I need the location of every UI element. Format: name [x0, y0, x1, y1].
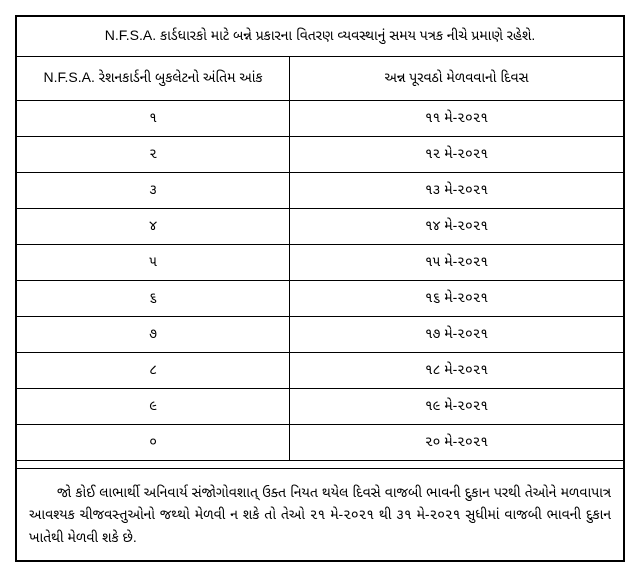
table-row: ૫ ૧૫ મે-૨૦૨૧ — [16, 245, 624, 281]
table-row: ૯ ૧૯ મે-૨૦૨૧ — [16, 389, 624, 425]
digit-cell: ૭ — [16, 317, 290, 353]
table-row: ૭ ૧૭ મે-૨૦૨૧ — [16, 317, 624, 353]
digit-cell: ૩ — [16, 173, 290, 209]
spacer-cell — [16, 461, 624, 469]
footer-row: જો કોઈ લાભાર્થી અનિવાર્ય સંજોગોવશાત્ ઉક્… — [16, 469, 624, 562]
digit-cell: ૧ — [16, 101, 290, 137]
document-title: N.F.S.A. કાર્ડધારકો માટે બન્ને પ્રકારના … — [16, 16, 624, 57]
date-cell: ૧૨ મે-૨૦૨૧ — [290, 137, 624, 173]
column-header-date: અન્ન પૂરવઠો મેળવવાનો દિવસ — [290, 57, 624, 101]
date-cell: ૧૧ મે-૨૦૨૧ — [290, 101, 624, 137]
table-row: ૪ ૧૪ મે-૨૦૨૧ — [16, 209, 624, 245]
date-cell: ૧૮ મે-૨૦૨૧ — [290, 353, 624, 389]
footer-note: જો કોઈ લાભાર્થી અનિવાર્ય સંજોગોવશાત્ ઉક્… — [16, 469, 624, 562]
table-row: ૨ ૧૨ મે-૨૦૨૧ — [16, 137, 624, 173]
digit-cell: ૯ — [16, 389, 290, 425]
digit-cell: ૫ — [16, 245, 290, 281]
digit-cell: ૬ — [16, 281, 290, 317]
spacer-row — [16, 461, 624, 469]
date-cell: ૧૫ મે-૨૦૨૧ — [290, 245, 624, 281]
table-row: ૮ ૧૮ મે-૨૦૨૧ — [16, 353, 624, 389]
table-row: ૧ ૧૧ મે-૨૦૨૧ — [16, 101, 624, 137]
nfsa-schedule-table: N.F.S.A. કાર્ડધારકો માટે બન્ને પ્રકારના … — [15, 15, 625, 562]
date-cell: ૧૯ મે-૨૦૨૧ — [290, 389, 624, 425]
digit-cell: ૮ — [16, 353, 290, 389]
date-cell: ૨૦ મે-૨૦૨૧ — [290, 425, 624, 461]
title-row: N.F.S.A. કાર્ડધારકો માટે બન્ને પ્રકારના … — [16, 16, 624, 57]
table-row: ૦ ૨૦ મે-૨૦૨૧ — [16, 425, 624, 461]
table-row: ૩ ૧૩ મે-૨૦૨૧ — [16, 173, 624, 209]
table-row: ૬ ૧૬ મે-૨૦૨૧ — [16, 281, 624, 317]
digit-cell: ૦ — [16, 425, 290, 461]
date-cell: ૧૩ મે-૨૦૨૧ — [290, 173, 624, 209]
digit-cell: ૪ — [16, 209, 290, 245]
date-cell: ૧૭ મે-૨૦૨૧ — [290, 317, 624, 353]
date-cell: ૧૪ મે-૨૦૨૧ — [290, 209, 624, 245]
header-row: N.F.S.A. રેશનકાર્ડની બુકલેટનો અંતિમ આંક … — [16, 57, 624, 101]
digit-cell: ૨ — [16, 137, 290, 173]
date-cell: ૧૬ મે-૨૦૨૧ — [290, 281, 624, 317]
column-header-digit: N.F.S.A. રેશનકાર્ડની બુકલેટનો અંતિમ આંક — [16, 57, 290, 101]
